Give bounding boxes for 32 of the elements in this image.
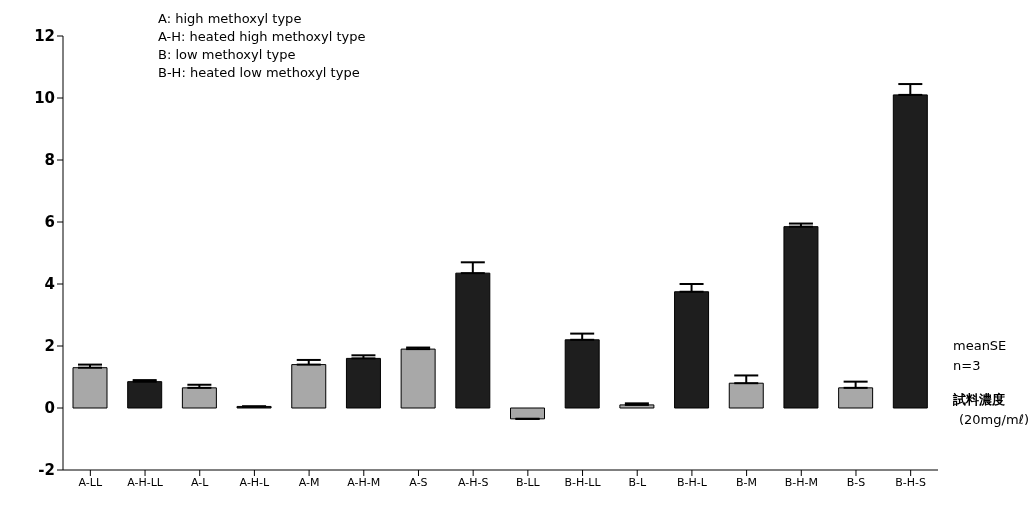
x-tick-label: B-M [736,475,758,489]
x-tick-label: A-S [409,475,428,489]
y-tick-label: 8 [44,151,55,170]
y-tick-label: 2 [44,337,55,356]
x-tick-label: B-H-M [784,475,818,489]
x-tick-label: B-L [628,475,647,489]
y-tick-label: 10 [34,89,55,108]
text: meanSE [953,337,1008,355]
y-tick-label: 6 [44,213,55,232]
y-tick-label: 4 [44,275,55,294]
annotation: B: low methoxyl type [158,46,297,64]
x-tick-label: B-H-L [676,475,708,489]
annotation: B-H: heated low methoxyl type [158,64,361,82]
x-tick-label: B-H-S [895,475,927,489]
x-tick-label: A-H-S [457,475,489,489]
x-tick-label: A-L [191,475,210,489]
text: 試料濃度 [953,391,1006,409]
x-tick-label: B-S [846,475,866,489]
annotation: A-H: heated high methoxyl type [158,28,366,46]
x-tick-label: B-H-LL [564,475,602,489]
y-tick-label: -2 [38,461,55,480]
text: (20mg/mℓ) [959,411,1030,429]
x-tick-label: A-LL [78,475,103,489]
y-tick-label: 12 [34,27,55,46]
text: A: high methoxyl type [158,10,303,28]
text: n=3 [953,357,982,375]
x-tick-label: A-H-L [239,475,271,489]
x-tick-label: B-LL [515,475,541,489]
x-tick-label: A-M [298,475,320,489]
x-tick-label: A-H-M [347,475,381,489]
y-tick-label: 0 [44,399,55,418]
x-tick-label: A-H-LL [127,475,164,489]
